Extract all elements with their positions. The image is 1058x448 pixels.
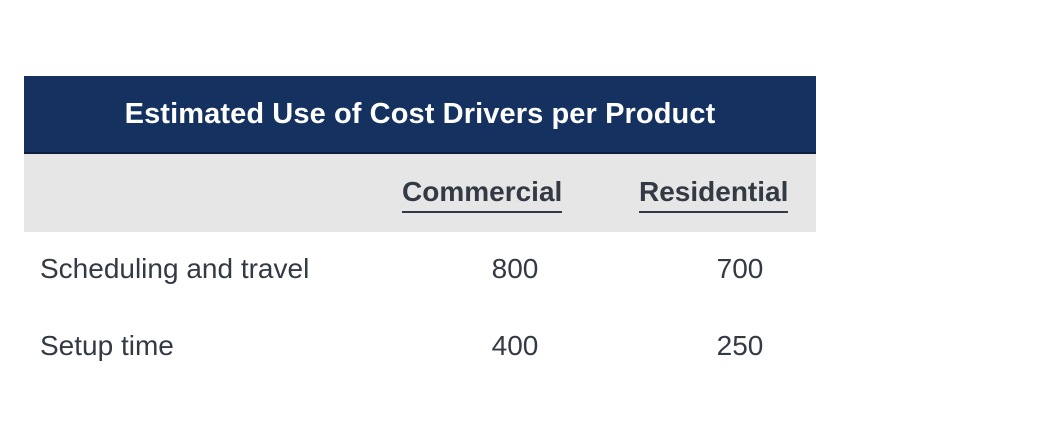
column-header-row: Commercial Residential bbox=[24, 154, 816, 232]
row-label: Setup time bbox=[40, 330, 174, 361]
table-row: Setup time 400 250 bbox=[24, 309, 816, 386]
cell-commercial: 800 bbox=[491, 253, 539, 284]
table-title: Estimated Use of Cost Drivers per Produc… bbox=[24, 76, 816, 154]
cell-residential: 250 bbox=[716, 330, 764, 361]
column-header-residential: Residential bbox=[639, 176, 789, 213]
table-row: Scheduling and travel 800 700 bbox=[24, 232, 816, 309]
column-header-commercial: Commercial bbox=[402, 176, 563, 213]
cell-residential: 700 bbox=[716, 253, 764, 284]
cost-drivers-table: Estimated Use of Cost Drivers per Produc… bbox=[24, 76, 816, 386]
cell-commercial: 400 bbox=[491, 330, 539, 361]
row-label: Scheduling and travel bbox=[40, 253, 310, 284]
